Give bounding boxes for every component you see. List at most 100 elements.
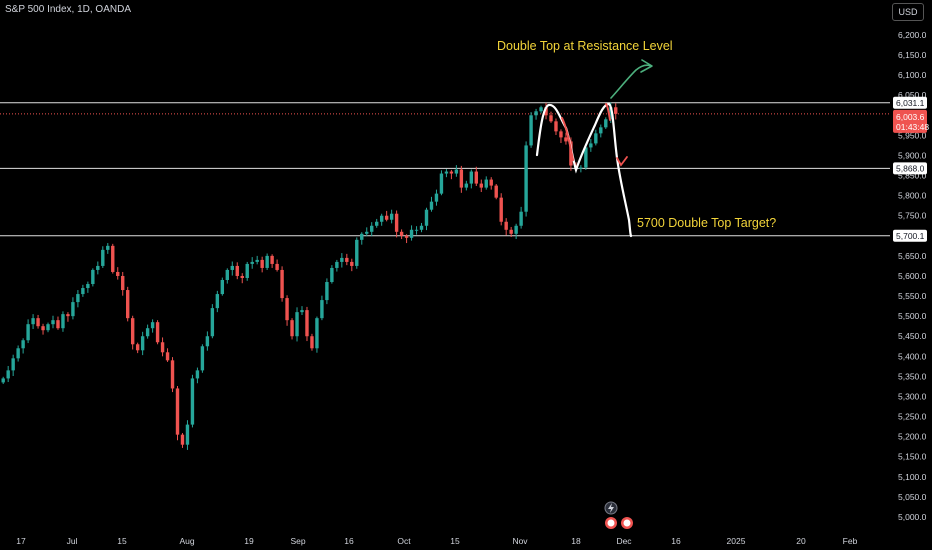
candle-body (464, 183, 469, 188)
candle-body (330, 267, 334, 283)
candle-body (91, 269, 95, 285)
candle-body (534, 111, 538, 116)
candle-body (135, 344, 140, 351)
candle-body (240, 275, 244, 278)
candle-body (255, 259, 259, 262)
candle-body (305, 310, 309, 337)
candle-body (594, 133, 598, 144)
candle-body (544, 107, 548, 116)
current-price-text: 6,003.6 (896, 112, 925, 122)
candle-body (106, 245, 110, 250)
candle-body (61, 314, 65, 329)
candle-body (399, 231, 404, 236)
candle-body (360, 233, 364, 240)
candle-body (350, 261, 354, 266)
current-price-tag (893, 109, 927, 133)
candle-body (310, 336, 314, 349)
candle-body (340, 257, 344, 262)
x-tick-label: Sep (290, 536, 305, 546)
candle-body (121, 275, 125, 291)
candle-body (165, 352, 170, 361)
candle-body (220, 279, 225, 295)
y-tick-label: 5,300.0 (898, 391, 927, 401)
candle-body (444, 171, 449, 174)
x-tick-label: 2025 (727, 536, 746, 546)
bullish-arrow (610, 64, 652, 99)
candle-body (250, 261, 254, 264)
first-peak-red-mark (561, 117, 574, 161)
event-markers[interactable] (604, 501, 633, 529)
x-tick-label: 16 (344, 536, 354, 546)
level-price-text: 5,868.0 (896, 163, 925, 173)
target-annotation: 5700 Double Top Target? (637, 216, 777, 230)
y-tick-label: 5,050.0 (898, 492, 927, 502)
x-tick-label: 17 (16, 536, 26, 546)
candle-body (205, 336, 210, 347)
x-tick-label: 16 (671, 536, 681, 546)
candle-body (529, 115, 533, 146)
candle-body (111, 245, 115, 272)
candle-body (539, 107, 543, 112)
time-axis[interactable]: 17 Jul 15 Aug 19 Sep 16 Oct 15 Nov 18 Dec 16 2025 20 Fe… (16, 536, 857, 546)
candle-body (6, 370, 10, 379)
x-tick-label: 19 (244, 536, 254, 546)
candle-body (56, 320, 60, 329)
candle-body (609, 107, 613, 120)
candle-body (265, 255, 269, 268)
x-tick-label: Dec (616, 536, 632, 546)
candle-body (280, 269, 284, 299)
countdown-text: 01:43:48 (896, 122, 929, 132)
level-price-tag (893, 162, 927, 175)
y-tick-label: 5,250.0 (898, 412, 927, 422)
candle-body (559, 131, 563, 138)
candle-body (285, 298, 289, 321)
candle-body (584, 147, 588, 168)
y-tick-label: 5,850.0 (898, 171, 927, 181)
candle-body (494, 185, 498, 198)
candle-body (549, 115, 553, 122)
x-tick-label: 18 (571, 536, 581, 546)
x-tick-label: 15 (450, 536, 460, 546)
y-tick-label: 5,450.0 (898, 331, 927, 341)
candle-body (504, 221, 508, 230)
candle-body (51, 320, 55, 325)
candle-body (190, 378, 195, 425)
candle-body (479, 183, 483, 188)
candle-body (355, 239, 359, 266)
level-price-tag (893, 229, 927, 242)
candle-body (414, 229, 419, 231)
candle-body (175, 388, 180, 435)
candle-body (325, 282, 329, 301)
y-tick-label: 5,550.0 (898, 291, 927, 301)
candle-body (484, 179, 488, 188)
candle-body (16, 348, 20, 359)
candle-body (180, 434, 185, 445)
economic-event-flag-icon (607, 519, 615, 527)
candle-body (454, 169, 459, 174)
x-tick-label: Jul (67, 536, 78, 546)
economic-event-flag-icon-2 (623, 519, 631, 527)
x-tick-label: Oct (397, 536, 411, 546)
candle-body (126, 290, 130, 319)
neckline-break-mark (616, 156, 628, 167)
candle-body (379, 215, 384, 222)
currency-button[interactable]: USD (892, 3, 924, 21)
level-price-tag (893, 96, 927, 109)
candle-body (245, 263, 249, 278)
x-tick-label: Feb (843, 536, 858, 546)
drawings (535, 59, 653, 238)
candle-body (409, 229, 414, 238)
candle-body (579, 167, 583, 169)
candle-body (1, 378, 5, 383)
candle-body (429, 201, 434, 210)
candle-body (599, 127, 603, 134)
candle-body (589, 143, 593, 148)
bullish-arrow-head (640, 59, 653, 73)
candle-body (145, 328, 150, 337)
candle-body (101, 249, 105, 266)
candle-body (404, 235, 409, 238)
flash-icon (608, 503, 614, 513)
candle-body (375, 221, 379, 226)
candle-body (524, 145, 528, 212)
